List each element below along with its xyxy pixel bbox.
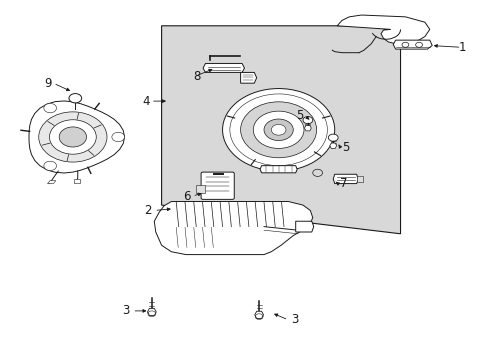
Circle shape: [112, 132, 124, 141]
Polygon shape: [392, 40, 431, 49]
Polygon shape: [260, 166, 297, 173]
Circle shape: [328, 134, 337, 141]
Polygon shape: [304, 126, 311, 131]
FancyBboxPatch shape: [201, 172, 234, 199]
Circle shape: [303, 117, 312, 124]
Circle shape: [271, 125, 285, 135]
Circle shape: [240, 102, 316, 158]
Circle shape: [69, 94, 81, 103]
Text: 3: 3: [122, 305, 130, 318]
Circle shape: [44, 103, 57, 113]
Polygon shape: [356, 176, 362, 182]
Text: 7: 7: [339, 177, 346, 190]
Text: 1: 1: [458, 41, 466, 54]
Polygon shape: [240, 72, 256, 83]
Circle shape: [264, 119, 293, 140]
Text: 9: 9: [44, 77, 52, 90]
Text: 3: 3: [290, 313, 298, 327]
Circle shape: [415, 42, 422, 47]
Polygon shape: [161, 26, 400, 234]
Polygon shape: [147, 309, 156, 316]
Polygon shape: [29, 101, 124, 173]
Polygon shape: [154, 202, 312, 255]
Text: 8: 8: [193, 69, 200, 82]
Text: 2: 2: [144, 204, 152, 217]
Polygon shape: [254, 311, 263, 319]
Text: 5: 5: [295, 109, 303, 122]
Circle shape: [253, 111, 304, 148]
Circle shape: [222, 89, 334, 171]
Polygon shape: [336, 15, 429, 44]
Circle shape: [49, 120, 96, 154]
Polygon shape: [295, 221, 313, 232]
Circle shape: [39, 112, 107, 162]
Polygon shape: [47, 181, 56, 184]
Circle shape: [401, 42, 408, 47]
Polygon shape: [203, 63, 244, 72]
Polygon shape: [332, 174, 357, 184]
Text: 6: 6: [183, 190, 190, 203]
Circle shape: [59, 127, 86, 147]
Text: 4: 4: [142, 95, 149, 108]
Polygon shape: [195, 185, 204, 193]
Polygon shape: [329, 143, 336, 148]
Text: 5: 5: [341, 141, 349, 154]
Circle shape: [44, 161, 57, 171]
Polygon shape: [74, 179, 80, 183]
